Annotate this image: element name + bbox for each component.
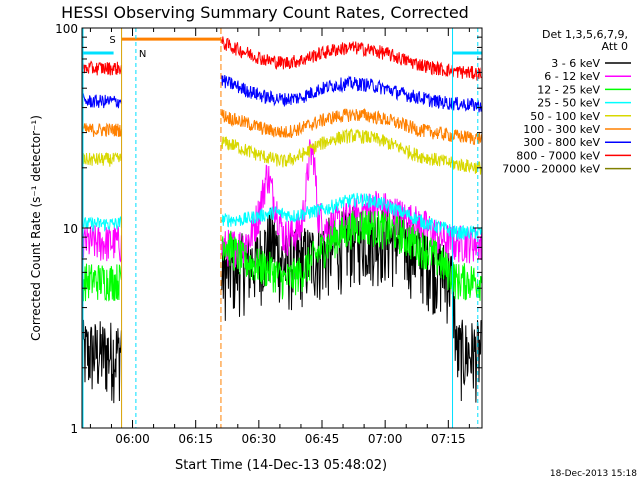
series-line-6-seg-1	[81, 122, 122, 137]
legend-label-4: 25 - 50 keV	[537, 97, 600, 110]
x-tick-label: 06:00	[115, 432, 150, 446]
y-axis-label: Corrected Count Rate (s⁻¹ detector⁻¹)	[29, 115, 43, 341]
x-axis-label: Start Time (14-Dec-13 05:48:02)	[175, 458, 387, 473]
series-line-3-seg-2	[221, 210, 482, 301]
legend-label-3: 12 - 25 keV	[537, 83, 600, 96]
legend-label-2: 6 - 12 keV	[544, 70, 600, 83]
series-line-7-seg-1	[81, 93, 122, 109]
x-tick-label: 07:15	[431, 432, 466, 446]
series-line-8-seg-1	[81, 60, 122, 76]
series-line-5-seg-2	[221, 127, 482, 175]
legend-label-1: 3 - 6 keV	[551, 57, 600, 70]
series-line-4-seg-1	[81, 216, 122, 233]
y-tick-label: 10	[63, 222, 78, 236]
x-tick-label: 06:30	[242, 432, 277, 446]
timestamp-label: 18-Dec-2013 15:18	[550, 469, 637, 479]
series-line-1-seg-1	[81, 319, 122, 404]
series-line-5-seg-1	[81, 151, 122, 167]
legend-label-9: 7000 - 20000 keV	[502, 163, 600, 176]
series-line-4-seg-2	[221, 192, 482, 240]
legend-header-line-2: Att 0	[602, 40, 628, 53]
x-tick-label: 06:15	[178, 432, 213, 446]
legend-label-8: 800 - 7000 keV	[516, 149, 600, 162]
y-tick-label: 100	[55, 22, 78, 36]
series-line-3-seg-1	[81, 263, 122, 302]
series-line-2-seg-1	[81, 225, 122, 264]
chart-title: HESSI Observing Summary Count Rates, Cor…	[61, 3, 469, 22]
series-line-8-seg-2	[221, 36, 482, 81]
legend-label-6: 100 - 300 keV	[523, 123, 600, 136]
y-tick-label: 1	[70, 422, 78, 436]
flag-label-n: N	[139, 49, 146, 60]
legend-label-5: 50 - 100 keV	[530, 110, 600, 123]
legend-label-7: 300 - 800 keV	[523, 136, 600, 149]
flag-label-s: S	[109, 35, 115, 46]
series-line-6-seg-2	[221, 107, 482, 146]
series-line-7-seg-2	[221, 74, 482, 113]
legend-header-line-1: Det 1,3,5,6,7,9,	[542, 28, 628, 41]
x-tick-label: 07:00	[368, 432, 403, 446]
x-tick-label: 06:45	[305, 432, 340, 446]
